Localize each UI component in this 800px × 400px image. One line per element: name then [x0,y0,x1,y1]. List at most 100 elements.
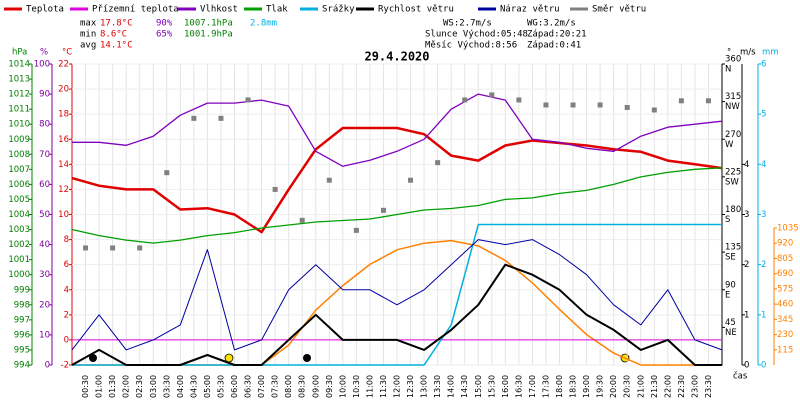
y-tick-label: 1001 [8,255,30,265]
x-tick-label: 20:30 [623,375,632,398]
x-tick-label: 03:00 [149,375,158,398]
y-tick-label: 1011 [8,105,30,115]
y-tick-label: 2 [744,260,749,270]
y-tick-label: 20 [39,300,50,310]
info-text: Slunce Východ:05:48 [425,30,528,40]
x-axis-label: čas [733,371,748,382]
axis-label: mm [762,48,779,58]
y-tick-label: 90 [725,280,736,290]
direction-point [435,160,441,166]
x-tick-label: 16:00 [501,375,510,398]
y-tick-label: 30 [39,270,50,280]
x-tick-label: 19:00 [582,375,591,398]
y-tick-label: 999 [14,285,30,295]
direction-point [137,245,143,251]
series-line [71,126,723,234]
direction-point [245,97,251,103]
y-tick-label: 1009 [8,135,30,145]
y-tick-label: 360 [725,55,741,65]
y-tick-label: 70 [39,150,50,160]
x-tick-label: 12:30 [406,375,415,398]
y-tick-label: -2 [61,361,69,371]
y-tick-label: 1035 [777,224,799,234]
y-tick-label: 225 [725,167,741,177]
y-tick-label: 2 [761,260,766,270]
y-tick-label: 90 [39,90,50,100]
x-tick-label: 05:30 [216,375,225,398]
x-tick-label: 02:00 [122,375,131,398]
y-tick-label: 1 [761,310,766,320]
x-tick-label: 10:30 [352,375,361,398]
direction-name: W [725,140,734,150]
axis-label: hPa [12,48,27,58]
y-tick-label: 40 [39,240,50,250]
stat-text: min [80,30,96,40]
axis-label: % [40,48,48,58]
direction-point [164,170,170,176]
stat-text: avg [80,41,96,51]
series-line [71,167,723,244]
y-tick-label: 0 [761,361,766,371]
x-tick-label: 03:30 [162,375,171,398]
y-tick-label: 996 [14,330,30,340]
x-tick-label: 22:00 [663,375,672,398]
sun-icon [224,353,234,363]
y-tick-label: 230 [777,330,793,340]
direction-point [705,98,711,104]
y-tick-label: 0 [45,361,50,371]
legend-label: Tlak [266,5,288,15]
x-tick-label: 14:00 [447,375,456,398]
legend-label: Náraz větru [500,5,560,15]
x-tick-label: 01:00 [95,375,104,398]
legend-label: Směr větru [592,5,646,15]
direction-point [597,102,603,108]
y-tick-label: 10 [58,210,69,220]
y-tick-label: 80 [39,120,50,130]
y-tick-label: 50 [39,210,50,220]
direction-point [462,97,468,103]
x-tick-label: 06:30 [244,375,253,398]
direction-name: NW [725,102,740,112]
y-tick-label: 270 [725,130,741,140]
y-tick-label: 998 [14,300,30,310]
x-tick-label: 08:30 [298,375,307,398]
y-tick-label: 3 [761,210,766,220]
y-tick-label: 12 [58,185,69,195]
moon-icon [303,354,311,362]
direction-name: NE [725,328,737,338]
direction-name: SE [725,253,736,263]
x-tick-label: 04:00 [176,375,185,398]
x-tick-label: 08:00 [284,375,293,398]
y-tick-label: 997 [14,315,30,325]
legend-label: Srážky [322,5,355,15]
series-line [71,263,722,366]
y-tick-label: 690 [777,269,793,279]
x-tick-label: 22:30 [677,375,686,398]
x-tick-label: 10:00 [338,375,347,398]
y-tick-label: 0 [64,335,69,345]
y-tick-label: 22 [58,60,69,70]
direction-point [272,186,278,192]
x-tick-label: 13:00 [420,375,429,398]
direction-point [570,102,576,108]
info-text: Západ:0:41 [527,41,581,51]
x-tick-label: 15:30 [487,375,496,398]
direction-point [326,177,332,183]
y-tick-label: 1002 [8,240,30,250]
direction-name: E [725,290,730,300]
direction-point [489,92,495,98]
x-tick-label: 23:00 [690,375,699,398]
y-tick-label: 5 [761,110,766,120]
y-tick-label: 1 [744,310,749,320]
info-text: WG:3.2m/s [527,19,576,29]
y-tick-label: 1000 [8,270,30,280]
direction-point [408,177,414,183]
direction-point [191,115,197,121]
y-tick-label: 14 [58,160,69,170]
legend-label: Rychlost větru [378,5,454,15]
direction-point [543,102,549,108]
x-tick-label: 00:30 [81,375,90,398]
y-tick-label: 1005 [8,195,30,205]
x-tick-label: 21:30 [650,375,659,398]
y-tick-label: 115 [777,345,793,355]
